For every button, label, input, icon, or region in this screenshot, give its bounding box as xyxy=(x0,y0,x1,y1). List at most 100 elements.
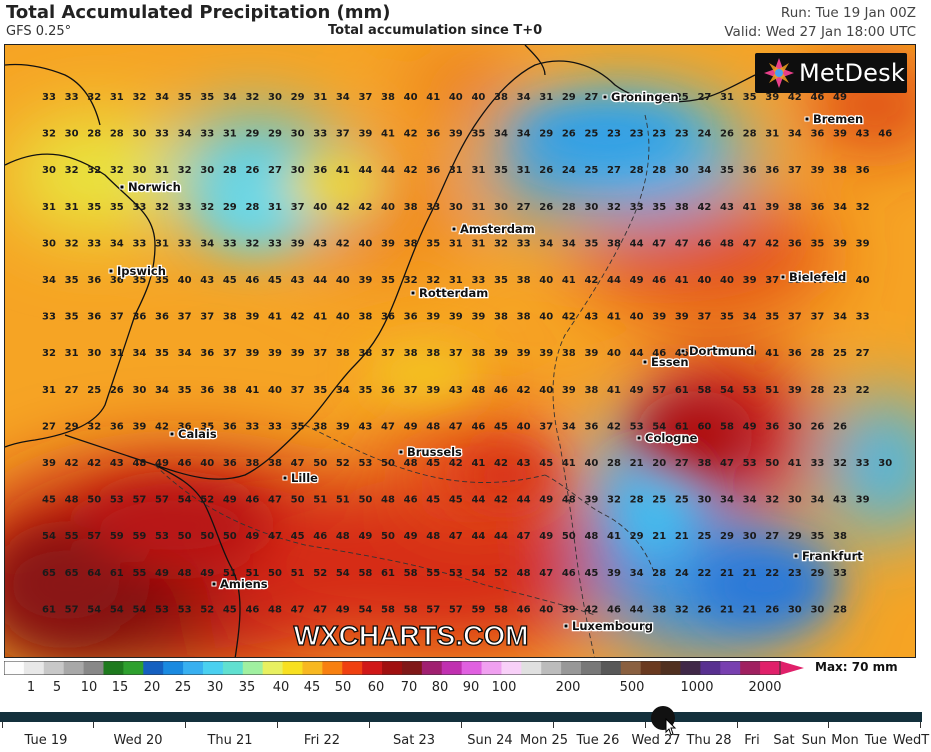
timeline-day-label[interactable]: Sun xyxy=(801,733,827,748)
grid-value: 36 xyxy=(584,421,598,432)
grid-value: 31 xyxy=(155,165,169,176)
grid-value: 39 xyxy=(449,129,463,140)
city-labels: Groningen Bremen Norwich Amsterdam Ipswich Bi… xyxy=(108,89,864,634)
grid-value: 31 xyxy=(765,129,779,140)
grid-value: 30 xyxy=(200,165,214,176)
timeline-day-label[interactable]: Mon xyxy=(831,733,859,748)
grid-value: 35 xyxy=(87,202,101,213)
grid-value: 42 xyxy=(788,92,802,103)
grid-value: 33 xyxy=(155,129,169,140)
grid-value: 36 xyxy=(426,165,440,176)
grid-value: 59 xyxy=(110,531,124,542)
grid-value: 36 xyxy=(788,238,802,249)
grid-value: 30 xyxy=(743,531,757,542)
city-calais: Calais xyxy=(169,426,218,442)
grid-value: 32 xyxy=(765,495,779,506)
timeline-day-label[interactable]: Sat 23 xyxy=(393,733,435,748)
city-bielefeld: Bielefeld xyxy=(780,269,847,285)
grid-value: 26 xyxy=(765,604,779,615)
grid-value: 53 xyxy=(743,385,757,396)
grid-value: 34 xyxy=(336,92,350,103)
grid-value: 51 xyxy=(765,385,779,396)
grid-value: 54 xyxy=(720,385,734,396)
grid-value: 34 xyxy=(743,312,757,323)
grid-value: 36 xyxy=(426,129,440,140)
grid-value: 28 xyxy=(87,129,101,140)
grid-value: 25 xyxy=(652,495,666,506)
grid-value: 34 xyxy=(720,495,734,506)
grid-value: 39 xyxy=(765,202,779,213)
precip-field-detail xyxy=(5,105,835,635)
grid-value: 39 xyxy=(743,275,757,286)
grid-value: 44 xyxy=(471,495,485,506)
grid-value: 46 xyxy=(245,495,259,506)
grid-value: 37 xyxy=(697,312,711,323)
timeline-day-label[interactable]: Wed 20 xyxy=(113,733,163,748)
grid-value: 22 xyxy=(697,568,711,579)
grid-value: 39 xyxy=(856,238,870,249)
grid-value: 33 xyxy=(313,129,327,140)
grid-value: 30 xyxy=(132,165,146,176)
grid-value: 46 xyxy=(471,421,485,432)
grid-value: 36 xyxy=(87,275,101,286)
timeline-day-label[interactable]: Tue xyxy=(864,733,888,748)
city-ipswich: Ipswich xyxy=(108,263,167,279)
grid-value: 34 xyxy=(155,385,169,396)
timeline-track[interactable] xyxy=(0,712,922,722)
grid-value: 40 xyxy=(630,312,644,323)
grid-value: 49 xyxy=(539,495,553,506)
color-scale-cell xyxy=(541,661,562,675)
timeline-day-label[interactable]: Sun 24 xyxy=(467,733,513,748)
grid-value: 44 xyxy=(471,531,485,542)
grid-value: 46 xyxy=(652,348,666,359)
color-scale-cell xyxy=(401,661,423,675)
grid-value: 22 xyxy=(856,385,870,396)
grid-value: 39 xyxy=(336,421,350,432)
city-amiens: Amiens xyxy=(211,576,269,592)
grid-value: 40 xyxy=(810,275,824,286)
grid-value: 36 xyxy=(200,348,214,359)
grid-value: 43 xyxy=(291,275,305,286)
grid-value: 40 xyxy=(517,421,531,432)
grid-value: 50 xyxy=(313,458,327,469)
grid-value: 33 xyxy=(268,238,282,249)
grid-value: 38 xyxy=(313,421,327,432)
grid-value: 50 xyxy=(223,531,237,542)
timeline-day-label[interactable]: Mon 25 xyxy=(519,733,569,748)
timeline-day-label[interactable]: Wed 27 xyxy=(631,733,681,748)
color-scale-tick-label: 90 xyxy=(462,680,480,695)
grid-value: 45 xyxy=(426,458,440,469)
grid-value: 37 xyxy=(810,312,824,323)
color-scale-cell xyxy=(143,661,164,675)
timeline-day-label[interactable]: Tue 19 xyxy=(24,733,68,748)
grid-value: 38 xyxy=(268,458,282,469)
grid-value: 31 xyxy=(65,348,79,359)
grid-value: 48 xyxy=(471,385,485,396)
chart-subtitle: Total accumulation since T+0 xyxy=(328,23,543,38)
grid-value: 21 xyxy=(652,531,666,542)
grid-value: 29 xyxy=(630,531,644,542)
chart-header: Total Accumulated Precipitation (mm) GFS… xyxy=(0,0,931,44)
grid-value: 40 xyxy=(743,348,757,359)
city-rotterdam: Rotterdam xyxy=(410,285,489,301)
timeline-day-label[interactable]: Sat xyxy=(773,733,795,748)
grid-value: 40 xyxy=(449,92,463,103)
timeline-day-label[interactable]: Tue 26 xyxy=(576,733,620,748)
grid-value: 39 xyxy=(788,385,802,396)
grid-value: 25 xyxy=(584,165,598,176)
grid-value: 49 xyxy=(200,568,214,579)
timeline-day-label[interactable]: Thu 21 xyxy=(207,733,253,748)
timeline-day-label[interactable]: Fri 22 xyxy=(303,733,341,748)
grid-value: 65 xyxy=(42,568,56,579)
timeline-day-label[interactable]: Fri xyxy=(744,733,760,748)
color-scale-cell xyxy=(461,661,483,675)
city-label: Bielefeld xyxy=(789,270,846,284)
grid-value: 42 xyxy=(65,458,79,469)
grid-value: 33 xyxy=(856,458,870,469)
grid-value: 32 xyxy=(494,238,508,249)
timeline-day-label[interactable]: Thu 28 xyxy=(686,733,732,748)
grid-value: 23 xyxy=(607,129,621,140)
grid-value: 41 xyxy=(607,531,621,542)
grid-value: 42 xyxy=(336,202,350,213)
timeline-day-label[interactable]: WedT xyxy=(892,733,930,748)
